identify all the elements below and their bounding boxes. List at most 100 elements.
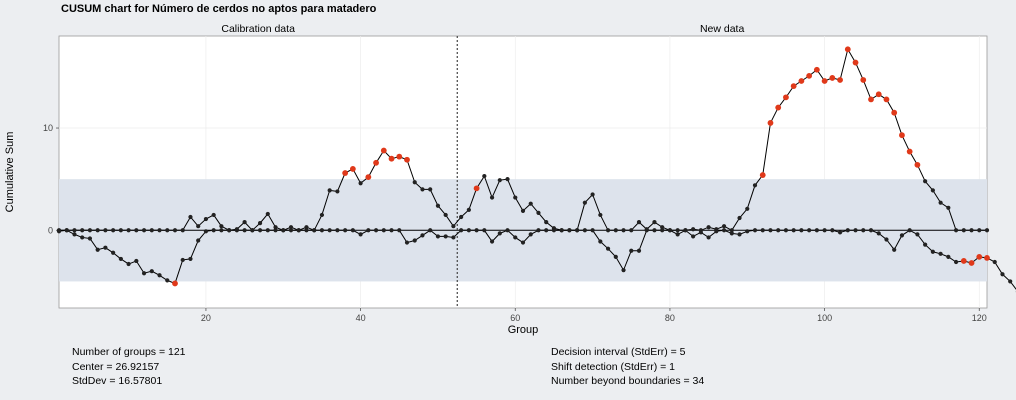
data-point [103,245,108,250]
data-point [636,220,642,225]
data-point [876,231,881,236]
data-point [629,248,634,253]
data-point [861,228,866,233]
data-point [141,228,147,233]
data-point [95,228,100,233]
data-point [335,189,340,194]
data-point [706,235,711,240]
axis-ticks: 20 40 60 80 100 120 0 10 [43,123,987,323]
section-label-new: New data [700,23,745,35]
data-point [149,269,154,274]
y-axis-label: Cumulative Sum [4,132,16,213]
data-point [312,228,317,233]
data-point [443,212,448,218]
data-point [575,228,580,233]
data-point [760,228,765,233]
data-point [1008,279,1013,284]
data-point [188,214,193,220]
violation-point [373,159,379,166]
data-point [172,228,178,233]
data-point [953,228,959,233]
data-point [157,228,162,233]
data-point [126,228,131,233]
data-point [915,232,920,237]
data-point [319,212,325,218]
data-point [544,220,549,225]
data-point [807,228,812,233]
data-point [505,228,510,233]
violation-point [783,94,789,101]
data-point [923,242,928,247]
data-point [412,180,417,185]
violation-point [396,153,403,160]
data-point [814,228,819,233]
data-point [489,195,495,200]
data-point [868,228,874,233]
x-tick-label: 40 [356,313,366,323]
data-point [265,228,270,233]
data-point [234,228,239,233]
violation-point [806,72,813,79]
data-point [884,237,889,242]
data-point [691,227,696,232]
x-tick-label: 100 [817,313,832,323]
data-point [605,246,611,251]
data-point [95,247,100,252]
data-point [358,181,363,186]
data-point [435,203,441,208]
data-point [613,254,618,259]
data-point [590,228,595,233]
data-point [497,231,502,236]
data-point [203,229,209,234]
violation-point [790,83,797,90]
data-point [412,238,417,243]
data-point [528,232,533,237]
data-point [265,211,270,217]
data-point [582,200,587,205]
data-point [551,228,557,233]
data-point [652,228,657,233]
data-point [126,261,131,267]
violation-point [875,91,882,98]
data-point [544,228,549,233]
violation-point [759,172,766,178]
violation-point [844,46,851,53]
data-point [822,228,827,233]
violation-point [821,78,828,84]
data-point [149,228,154,233]
data-point [752,183,758,188]
data-point [428,228,433,233]
violation-point [899,132,905,139]
violation-point [172,280,178,287]
data-point [428,187,433,192]
violation-point [473,185,480,192]
data-point [242,228,247,233]
data-point [381,228,386,233]
data-point [930,188,935,193]
data-point [327,228,332,233]
data-point [103,228,108,233]
data-point [489,239,495,244]
violation-point [829,75,836,81]
section-label-calibration: Calibration data [221,23,295,35]
data-point [946,205,951,210]
violation-point [404,156,410,163]
data-point [513,195,518,200]
data-point [72,232,77,237]
data-point [219,224,224,229]
data-point [250,228,255,233]
data-point [613,228,618,233]
violation-point [767,120,774,126]
data-point [992,259,997,265]
data-point [343,228,348,233]
data-point [853,228,858,233]
data-point [845,228,850,233]
data-point [111,228,116,233]
data-point [528,201,533,206]
data-point [134,258,139,264]
data-point [605,228,611,233]
data-point [706,225,711,230]
data-point [451,224,456,229]
data-point [304,225,309,230]
stats-left: Number of groups = 121 Center = 26.92157… [72,345,186,389]
